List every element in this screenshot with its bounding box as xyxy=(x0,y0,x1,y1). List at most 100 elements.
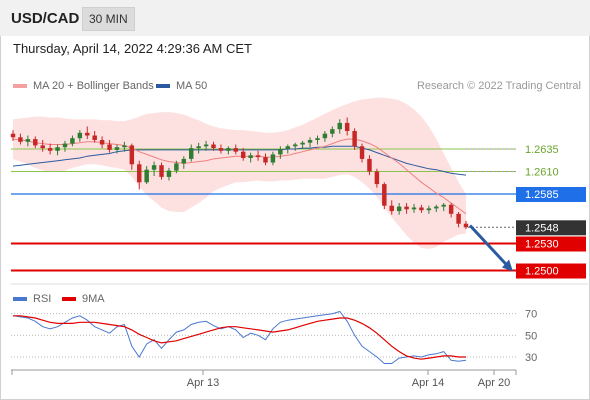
candle-body xyxy=(174,163,179,171)
candle-body xyxy=(367,158,372,172)
candle-body xyxy=(85,132,90,136)
rsi-legend-label: RSI xyxy=(33,293,52,305)
rsi-tick-label: 70 xyxy=(525,309,537,321)
rsi-tick-label: 50 xyxy=(525,330,537,342)
candle-body xyxy=(322,133,328,139)
candle-body xyxy=(203,144,209,147)
candle-body xyxy=(434,206,439,209)
credit-label: Research © 2022 Trading Central xyxy=(416,80,581,92)
candle-body xyxy=(159,165,164,177)
candle-body xyxy=(189,148,194,159)
level-badge xyxy=(516,263,586,279)
candle-body xyxy=(107,144,112,150)
legend-ma20: MA 20 + Bollinger Bands xyxy=(13,80,154,92)
candle-body xyxy=(25,139,31,142)
candle-body xyxy=(359,146,365,159)
level-label: 1.2548 xyxy=(525,222,559,234)
level-badge xyxy=(516,187,586,202)
candle-body xyxy=(300,142,305,145)
rsi-tick-label: 30 xyxy=(525,352,537,364)
candle-body xyxy=(137,164,142,183)
candle-body xyxy=(330,129,335,134)
candle-body xyxy=(285,146,290,149)
forecast-arrow-head xyxy=(502,259,513,272)
forecast-arrow-line xyxy=(468,224,512,270)
candle-body xyxy=(181,158,187,164)
level-label: 1.2635 xyxy=(525,144,559,156)
candle-body xyxy=(382,184,387,206)
level-label: 1.2500 xyxy=(525,266,559,278)
candle-body xyxy=(18,137,23,142)
legend-9ma: 9MA xyxy=(62,293,105,305)
datetime-label: Thursday, April 14, 2022 4:29:36 AM CET xyxy=(13,41,252,56)
candle-body xyxy=(292,144,298,147)
9ma-legend-label: 9MA xyxy=(82,293,105,305)
candle-body xyxy=(396,206,402,212)
candle-body xyxy=(337,122,342,130)
ma20-line xyxy=(12,138,467,215)
price-chart: 1.2635 1.2610 1.2585 1.2548 1.2530 1.2500 xyxy=(10,97,586,279)
bollinger-band xyxy=(13,97,466,249)
ma20-swatch xyxy=(13,84,27,88)
candle-body xyxy=(270,154,276,163)
x-tick-label: Apr 20 xyxy=(478,377,510,389)
rsi-line xyxy=(12,310,467,364)
candle-body xyxy=(114,147,120,150)
candle-body xyxy=(144,169,149,183)
legend-rsi: RSI xyxy=(13,293,51,305)
legend-ma50: MA 50 xyxy=(156,80,207,92)
candle-body xyxy=(463,223,469,228)
candle-body xyxy=(10,133,16,138)
candle-body xyxy=(426,208,432,211)
candle-body xyxy=(344,122,350,131)
x-tick-label: Apr 14 xyxy=(412,377,444,389)
candle-body xyxy=(404,206,409,210)
candle-body xyxy=(448,204,454,214)
rsi-swatch xyxy=(13,297,27,301)
candle-body xyxy=(196,146,201,149)
candle-body xyxy=(62,143,68,148)
ma50-legend-label: MA 50 xyxy=(176,80,208,92)
level-badge xyxy=(516,220,586,236)
candle-body xyxy=(248,155,253,158)
level-badge xyxy=(516,236,586,252)
candle-body xyxy=(315,138,320,140)
candle-body xyxy=(33,139,38,146)
rsi-chart: 70 50 30 Apr 13 Apr 14 Apr 20 xyxy=(11,309,537,389)
candle-body xyxy=(456,213,461,224)
candle-body xyxy=(218,148,224,151)
candle-body xyxy=(122,145,127,148)
candle-body xyxy=(233,148,239,152)
ma20-legend-label: MA 20 + Bollinger Bands xyxy=(33,80,154,92)
level-label: 1.2530 xyxy=(525,239,559,251)
candle-body xyxy=(352,131,357,147)
candle-body xyxy=(240,151,246,158)
x-tick-label: Apr 13 xyxy=(187,377,219,389)
9ma-swatch xyxy=(62,297,76,301)
candle-body xyxy=(419,207,424,211)
level-label: 1.2585 xyxy=(525,189,559,201)
symbol-label: USD/CAD xyxy=(11,10,80,27)
level-label: 1.2610 xyxy=(525,167,559,179)
candle-body xyxy=(129,145,135,165)
candle-body xyxy=(389,205,394,212)
candle-body xyxy=(166,170,172,177)
candle-body xyxy=(47,148,53,151)
candle-body xyxy=(441,204,446,207)
header-bar: USD/CAD 30 MIN xyxy=(0,0,590,36)
candle-body xyxy=(92,135,97,140)
candle-body xyxy=(40,145,45,149)
candle-body xyxy=(411,207,417,210)
rsi-9ma-line xyxy=(13,315,466,360)
candle-body xyxy=(255,155,261,158)
candle-body xyxy=(374,171,380,185)
candle-body xyxy=(263,157,268,163)
candle-body xyxy=(151,165,157,170)
candle-body xyxy=(55,147,60,151)
candle-body xyxy=(278,149,283,155)
candle-body xyxy=(70,138,75,144)
candle-body xyxy=(211,144,216,149)
timeframe-button[interactable]: 30 MIN xyxy=(82,7,135,31)
candle-body xyxy=(77,132,83,139)
